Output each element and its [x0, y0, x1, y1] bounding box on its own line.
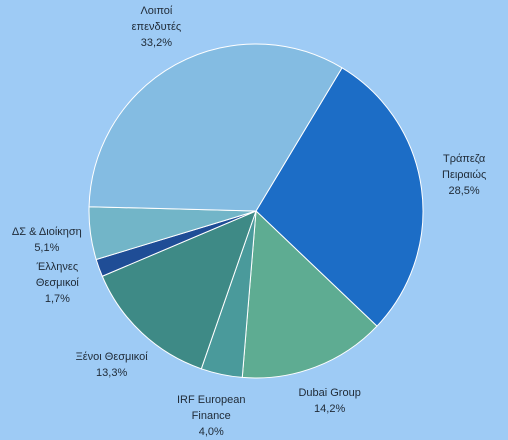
slice-label-6: Λοιποί επενδυτές 33,2%	[132, 3, 182, 51]
slice-label-text: Ξένοι Θεσμικοί	[75, 351, 148, 364]
slice-label-4: Έλληνες Θεσμικοί 1,7%	[36, 259, 79, 307]
pie-svg	[88, 43, 424, 379]
slice-value-label: 33,2%	[140, 36, 172, 49]
slice-label-2: IRF European Finance 4,0%	[177, 392, 245, 440]
pie-slice-6	[88, 43, 343, 212]
slice-label-text: Dubai Group	[298, 387, 361, 400]
slice-value-label: 13,3%	[96, 367, 128, 380]
slice-value-label: 4,0%	[198, 425, 224, 438]
pie-slice-3	[101, 210, 257, 370]
pie-slice-1	[241, 210, 378, 379]
slice-label-text: Τράπεζα	[442, 153, 486, 166]
pie-slice-0	[255, 67, 424, 327]
slice-label-text: Finance	[191, 409, 231, 422]
slice-label-1: Dubai Group 14,2%	[298, 385, 360, 417]
slice-label-0: Τράπεζα Πειραιώς 28,5%	[442, 151, 486, 199]
slice-label-5: ΔΣ & Διοίκηση 5,1%	[12, 224, 82, 256]
slice-value-label: 14,2%	[314, 403, 346, 416]
slice-label-text: IRF European	[176, 393, 246, 406]
slice-label-text: ΔΣ & Διοίκηση	[11, 225, 82, 238]
slice-value-label: 1,7%	[44, 292, 70, 305]
slice-label-3: Ξένοι Θεσμικοί 13,3%	[76, 349, 148, 381]
slice-label-text: Λοιποί	[140, 4, 173, 17]
pie-chart: Τράπεζα Πειραιώς 28,5% Dubai Group 14,2% IRF …	[11, 3, 487, 438]
slice-value-label: 28,5%	[448, 185, 480, 198]
slice-label-text: Θεσμικοί	[35, 276, 79, 289]
slice-value-label: 5,1%	[34, 241, 60, 254]
slice-label-text: Έλληνες	[36, 260, 79, 273]
slice-label-text: επενδυτές	[131, 20, 182, 33]
slice-label-text: Πειραιώς	[442, 169, 487, 182]
